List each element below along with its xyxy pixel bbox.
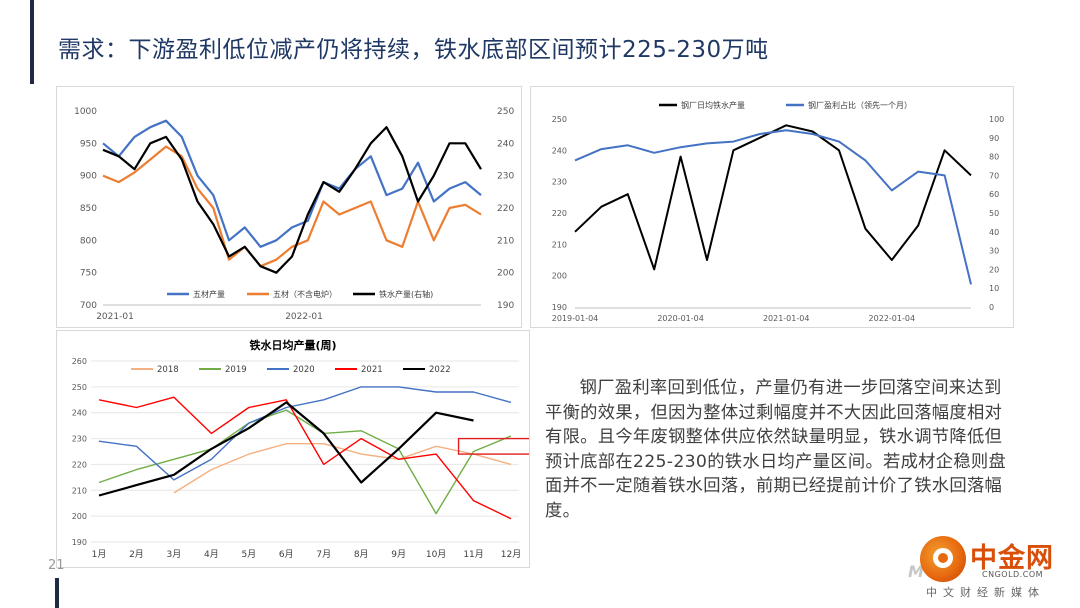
y-right-tick-label: 220: [497, 204, 514, 214]
y-left-tick-label: 210: [552, 240, 567, 249]
y-right-tick-label: 60: [989, 190, 999, 199]
x-tick-label: 3月: [167, 549, 182, 560]
y-right-tick-label: 190: [497, 301, 514, 311]
analysis-paragraph: 钢厂盈利率回到低位，产量仍有进一步回落空间来达到平衡的效果，但因为整体过剩幅度并…: [545, 378, 1007, 521]
x-tick-label: 2021-01-04: [763, 314, 810, 323]
y-right-tick-label: 230: [497, 172, 514, 182]
y-right-tick-label: 70: [989, 171, 999, 180]
chart-steel-output: 700 750 800 850 900 950 1000 190 200 210 220 230 240…: [74, 107, 514, 322]
x-tick-label: 4月: [204, 549, 219, 560]
y-tick-label: 220: [72, 460, 87, 469]
chart-title: 铁水日均产量(周): [249, 338, 336, 352]
x-tick-label: 9月: [391, 549, 406, 560]
y-left-tick-label: 850: [80, 204, 97, 214]
y-right-tick-label: 250: [497, 107, 514, 117]
series-line: [102, 126, 482, 274]
y-left-tick-label: 250: [552, 115, 567, 124]
legend-label: 2020: [293, 365, 315, 375]
page-title: 需求：下游盈利低位减产仍将持续，铁水底部区间预计225-230万吨: [58, 37, 769, 63]
y-left-tick-label: 190: [552, 303, 567, 312]
chart-steel-output-panel: 700 750 800 850 900 950 1000 190 200 210 220 230 240…: [56, 86, 522, 328]
legend-label: 2022: [429, 365, 451, 375]
y-tick-label: 240: [72, 409, 87, 418]
legend-label: 铁水产量(右轴): [379, 289, 433, 299]
series-line: [98, 396, 512, 520]
logo-subtitle: 中文财经新媒体: [926, 586, 1045, 599]
y-left-tick-label: 200: [552, 272, 567, 281]
series-line: [574, 129, 972, 285]
y-right-tick-label: 100: [989, 115, 1004, 124]
series-line: [98, 401, 474, 497]
logo-dot-icon: [938, 553, 948, 563]
y-right-tick-label: 30: [989, 247, 999, 256]
x-tick-label: 11月: [463, 549, 483, 560]
series-line: [98, 386, 512, 481]
y-right-tick-label: 10: [989, 284, 999, 293]
x-tick-label: 5月: [241, 549, 256, 560]
x-tick-label: 2020-01-04: [657, 314, 704, 323]
y-tick-label: 200: [72, 512, 87, 521]
y-left-tick-label: 950: [80, 139, 97, 149]
highlight-box: [457, 437, 529, 455]
x-tick-label: 6月: [279, 549, 294, 560]
y-right-tick-label: 240: [497, 139, 514, 149]
chart-weekly-hot-metal: 铁水日均产量(周) 190 200 210 220 230 240 250 260 1月 2月 3月 4…: [72, 338, 529, 560]
y-right-tick-label: 210: [497, 236, 514, 246]
y-tick-label: 260: [72, 357, 87, 366]
series-line: [173, 443, 512, 494]
y-tick-label: 210: [72, 486, 87, 495]
y-right-tick-label: 0: [989, 303, 994, 312]
cngold-logo: M 中金网 CNGOLD.COM 中文财经新媒体: [908, 534, 1070, 604]
legend-label: 五材（不含电炉）: [273, 289, 337, 299]
y-left-tick-label: 800: [80, 236, 97, 246]
x-tick-label: 7月: [316, 549, 331, 560]
y-tick-label: 250: [72, 383, 87, 392]
legend-label: 2019: [225, 365, 247, 375]
x-tick-label: 2022-01-04: [869, 314, 916, 323]
y-right-tick-label: 200: [497, 269, 514, 279]
chart-hot-metal-vs-profit: 190 200 210 220 230 240 250 0 10 20 30 40 50 60 70 80 90…: [552, 100, 1005, 323]
x-tick-label: 2月: [129, 549, 144, 560]
logo-circle-icon: [920, 536, 966, 582]
y-left-tick-label: 900: [80, 172, 97, 182]
y-right-tick-label: 20: [989, 265, 999, 274]
series-line: [98, 409, 512, 515]
y-left-tick-label: 220: [552, 209, 567, 218]
accent-bar-bottom: [55, 578, 59, 608]
x-tick-label: 8月: [354, 549, 369, 560]
legend-label: 五材产量: [193, 289, 225, 299]
legend-label: 2018: [157, 365, 179, 375]
series-line: [102, 119, 482, 248]
logo-mark: M: [908, 562, 924, 581]
x-tick-label: 2019-01-04: [552, 314, 599, 323]
y-right-tick-label: 40: [989, 228, 999, 237]
legend-label: 钢厂日均铁水产量: [681, 100, 745, 110]
y-left-tick-label: 1000: [74, 107, 97, 117]
x-tick-label: 12月: [501, 549, 521, 560]
x-tick-label: 1月: [92, 549, 107, 560]
page-number: 21: [48, 558, 65, 573]
x-tick-label: 2022-01: [285, 312, 323, 322]
y-left-tick-label: 750: [80, 269, 97, 279]
y-right-tick-label: 90: [989, 134, 999, 143]
series-line: [102, 145, 482, 268]
logo-url: CNGOLD.COM: [982, 570, 1044, 579]
logo-name: 中金网: [970, 543, 1054, 574]
chart-hot-metal-vs-profit-panel: 190 200 210 220 230 240 250 0 10 20 30 40 50 60 70 80 90…: [530, 86, 1014, 328]
y-left-tick-label: 240: [552, 146, 567, 155]
x-tick-label: 10月: [426, 549, 446, 560]
y-left-tick-label: 700: [80, 301, 97, 311]
y-tick-label: 230: [72, 435, 87, 444]
y-left-tick-label: 230: [552, 178, 567, 187]
y-right-tick-label: 80: [989, 153, 999, 162]
legend-label: 2021: [361, 365, 383, 375]
chart-weekly-hot-metal-panel: 铁水日均产量(周) 190 200 210 220 230 240 250 260 1月 2月 3月 4…: [56, 330, 530, 568]
accent-bar-top: [30, 0, 34, 84]
y-tick-label: 190: [72, 538, 87, 547]
legend-label: 钢厂盈利占比（领先一个月）: [808, 100, 912, 110]
x-tick-label: 2021-01: [96, 312, 134, 322]
y-right-tick-label: 50: [989, 209, 999, 218]
